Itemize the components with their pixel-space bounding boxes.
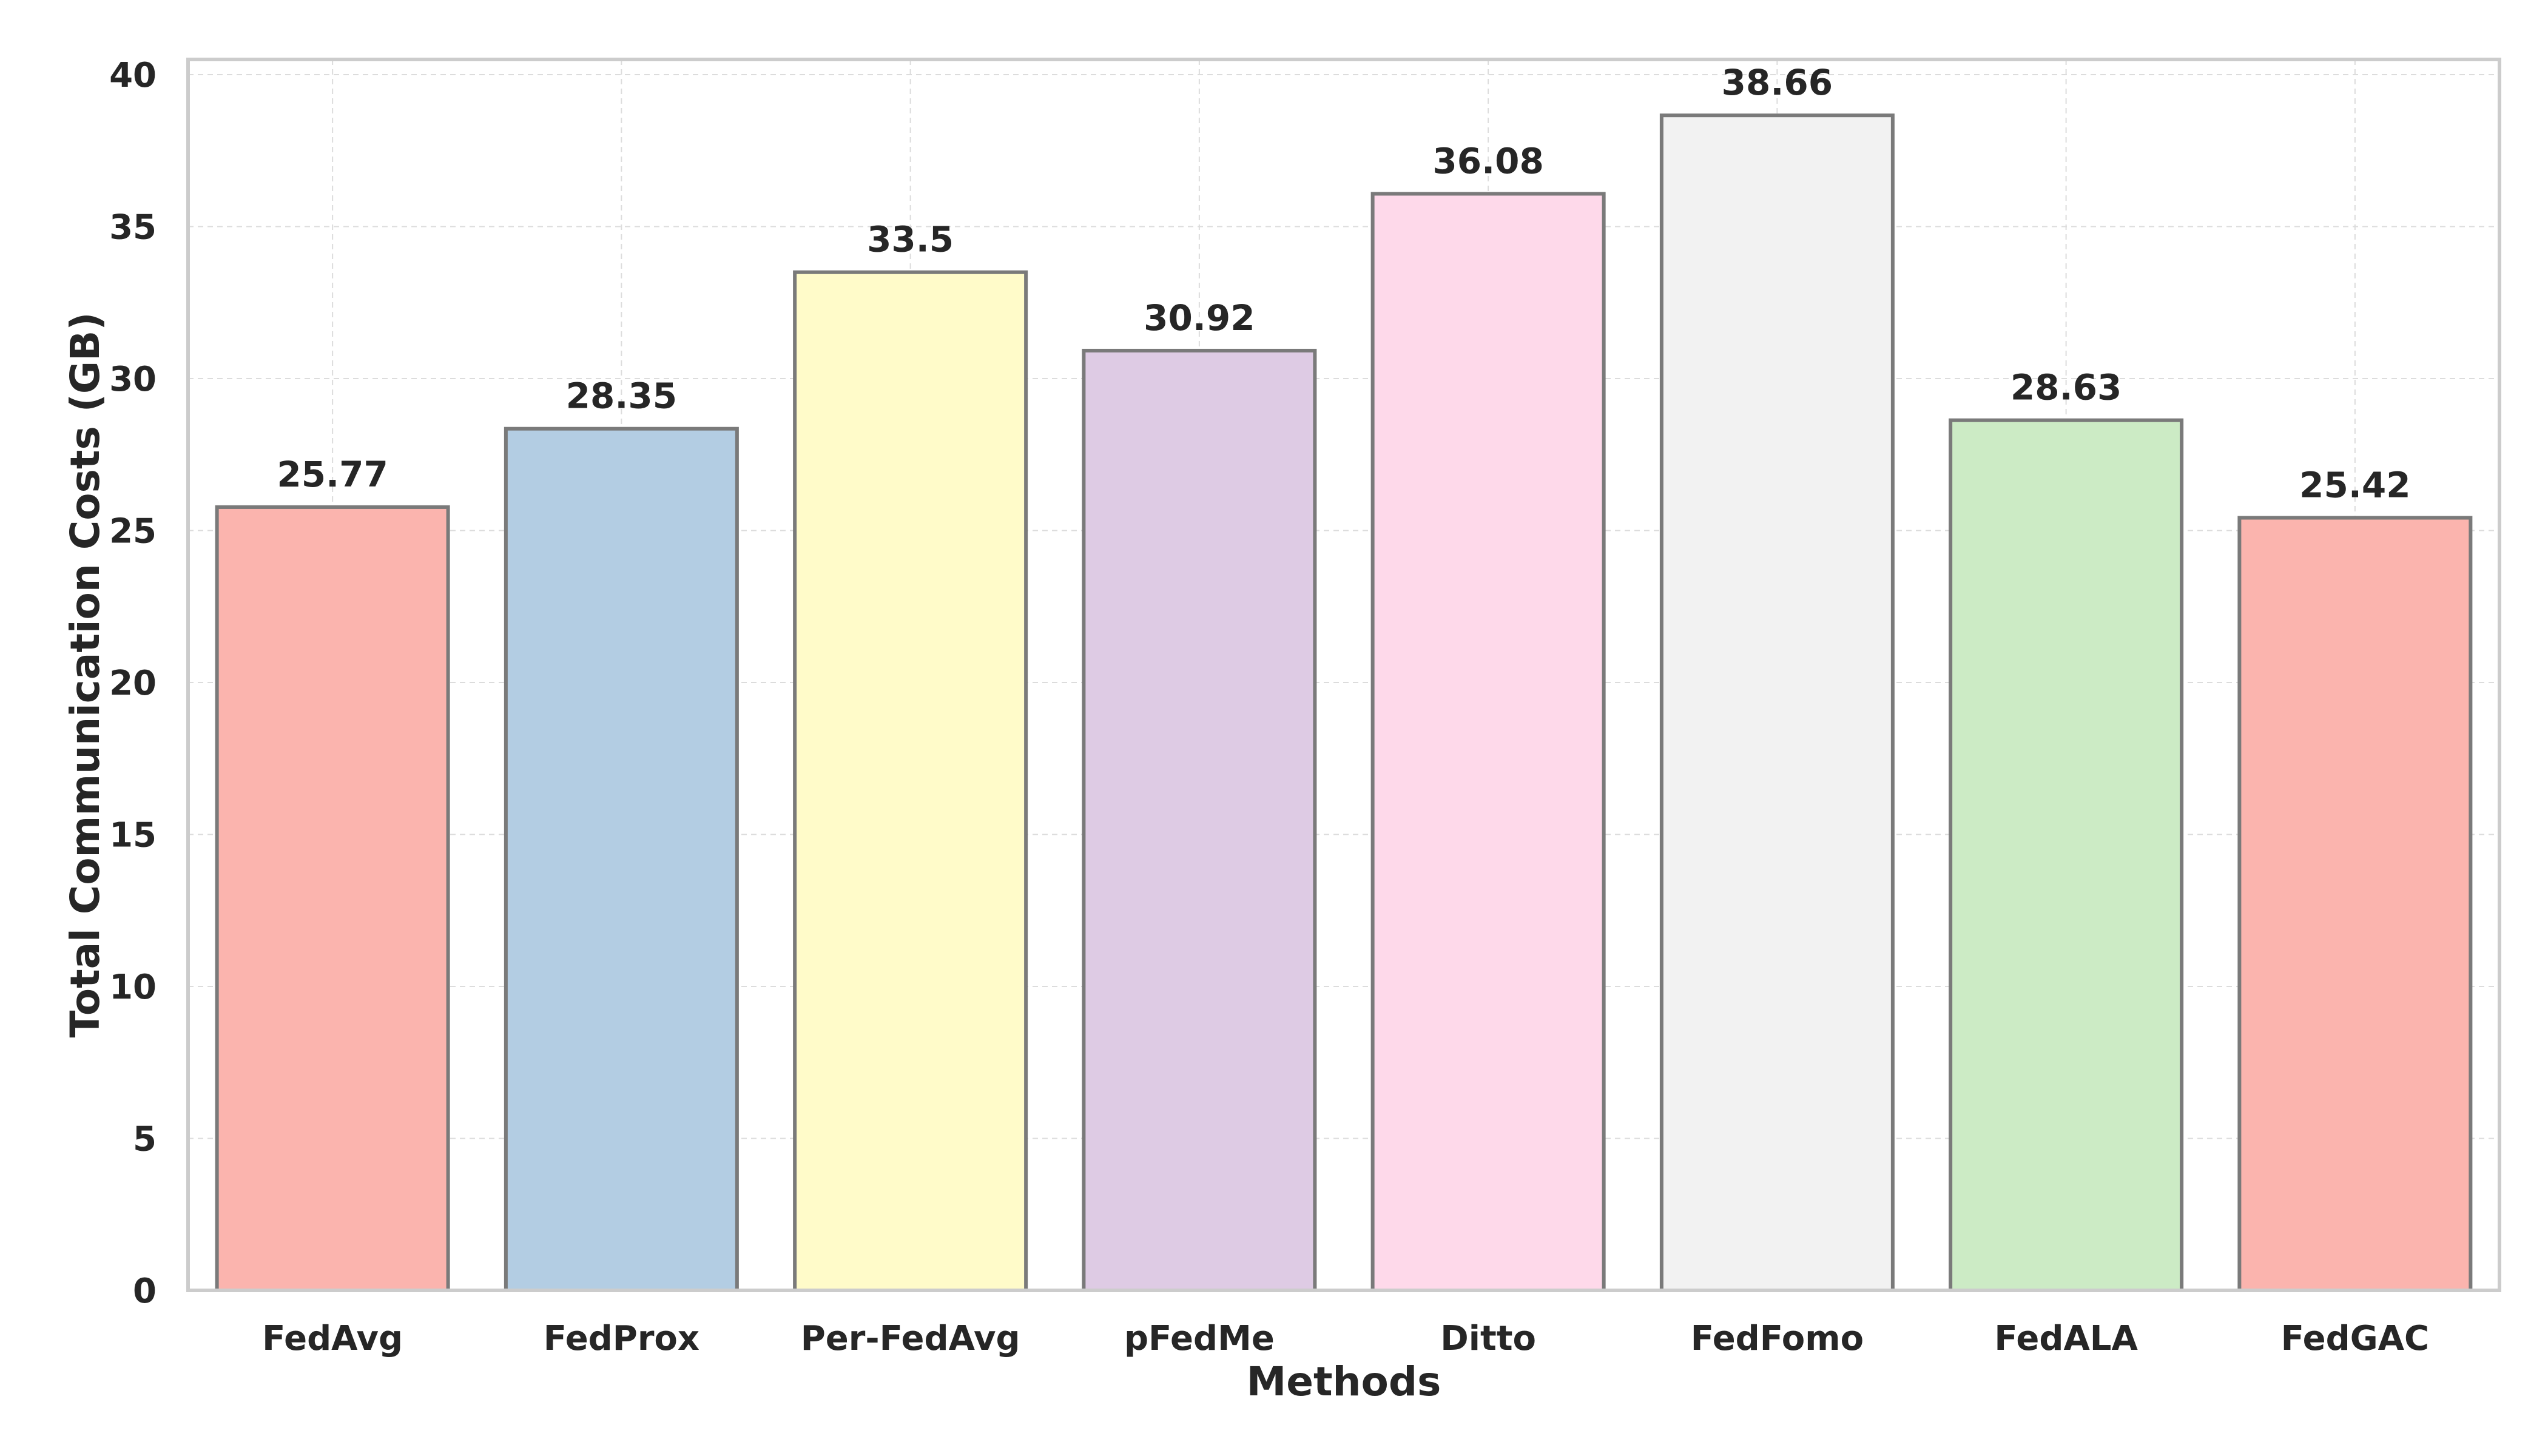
y-tick-label: 20 [109, 664, 157, 703]
bar-fedgac [2237, 516, 2473, 1292]
x-tick-label: Ditto [1440, 1319, 1536, 1358]
x-tick-label: FedAvg [262, 1319, 403, 1358]
bar-value-label: 28.63 [2010, 367, 2122, 408]
y-tick-label: 35 [109, 208, 157, 248]
plot-frame [186, 58, 2501, 1292]
y-axis-title: Total Communication Costs (GB) [62, 312, 109, 1037]
x-tick-label: FedProx [544, 1319, 699, 1358]
bar-fedprox [504, 426, 739, 1293]
bar-value-label: 38.66 [1722, 62, 1833, 103]
bar-value-label: 30.92 [1144, 297, 1255, 339]
bar-fedavg [215, 505, 450, 1292]
bar-fedala [1949, 418, 2184, 1292]
x-tick-label: Per-FedAvg [801, 1319, 1020, 1358]
y-tick-label: 40 [109, 56, 157, 95]
bar-value-label: 33.5 [867, 219, 954, 260]
bar-value-label: 25.42 [2299, 464, 2410, 505]
bar-value-label: 25.77 [277, 454, 388, 495]
value-labels: 25.77 28.35 33.5 30.92 36.08 38.66 28.63 25.42 [277, 62, 2410, 505]
y-tick-label: 0 [133, 1272, 157, 1311]
bar-value-label: 36.08 [1432, 140, 1543, 181]
y-axis-ticks: 0 5 10 15 20 25 30 35 40 [109, 56, 157, 1311]
x-axis-ticks: FedAvg FedProx Per-FedAvg pFedMe Ditto FedFom… [262, 1319, 2429, 1358]
y-tick-label: 25 [109, 512, 157, 551]
bar-fedfomo [1659, 113, 1895, 1292]
x-tick-label: FedGAC [2281, 1319, 2429, 1358]
y-tick-label: 30 [109, 360, 157, 399]
y-tick-label: 15 [109, 816, 157, 855]
bar-ditto [1370, 192, 1606, 1293]
x-axis-title: Methods [1247, 1358, 1441, 1405]
y-tick-label: 10 [109, 968, 157, 1007]
bar-value-label: 28.35 [566, 376, 677, 417]
bar-pfedme [1082, 348, 1317, 1292]
y-tick-label: 5 [133, 1120, 157, 1159]
x-tick-label: pFedMe [1124, 1319, 1275, 1358]
x-tick-label: FedFomo [1691, 1319, 1864, 1358]
bar-per-fedavg [793, 270, 1028, 1292]
x-tick-label: FedALA [1994, 1319, 2138, 1358]
